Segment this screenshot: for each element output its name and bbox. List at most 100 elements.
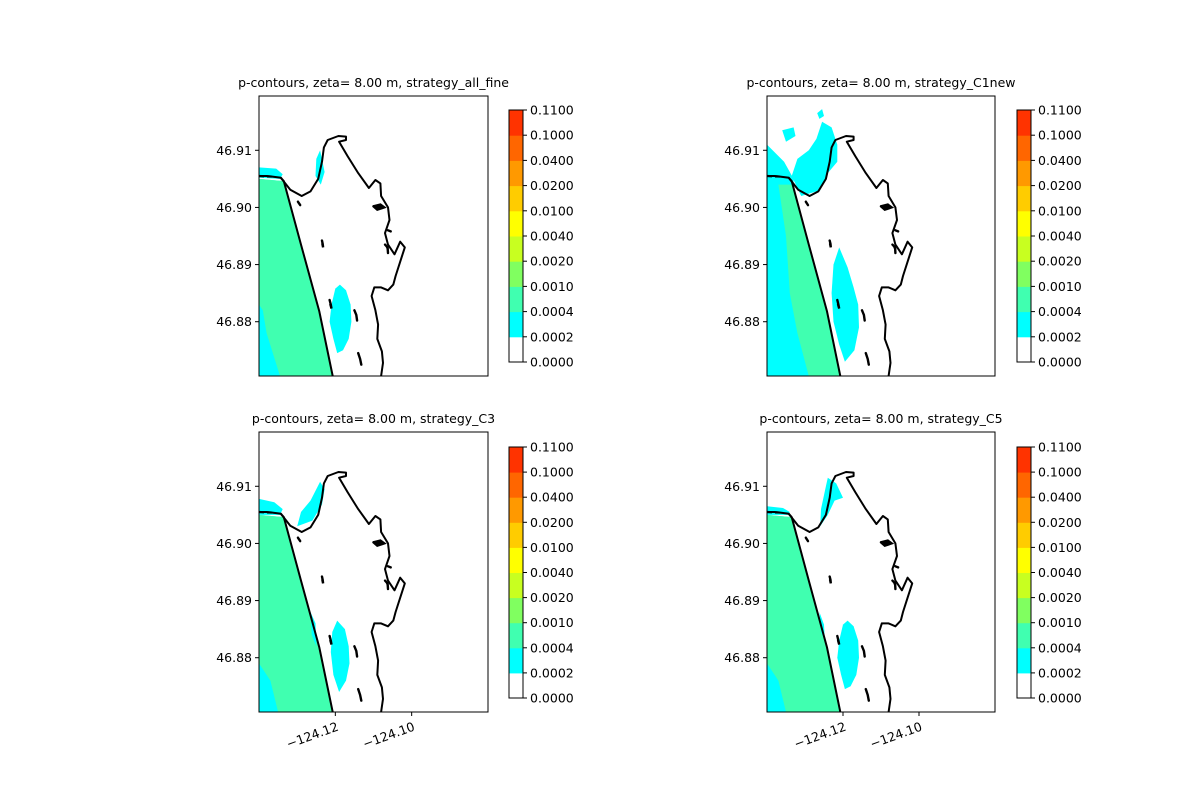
- colorbar-segment: [509, 447, 523, 473]
- colorbar-tick-label: 0.1100: [530, 440, 574, 455]
- contour-region: [259, 514, 333, 712]
- y-tick-label: 46.90: [724, 536, 760, 551]
- colorbar-tick-label: 0.0100: [1038, 203, 1082, 218]
- colorbar-segment: [509, 261, 523, 287]
- colorbar-tick-label: 0.0010: [530, 615, 574, 630]
- panel-C1new: p-contours, zeta= 8.00 m, strategy_C1new…: [724, 75, 1082, 377]
- panel-C5: p-contours, zeta= 8.00 m, strategy_C5 46.…: [724, 411, 1082, 751]
- island: [894, 229, 900, 233]
- contour-region: [259, 178, 333, 376]
- y-tick-label: 46.88: [724, 650, 760, 665]
- colorbar-segment: [1017, 160, 1031, 187]
- contour-region: [778, 184, 841, 376]
- colorbar-tick-label: 0.0200: [1038, 515, 1082, 530]
- island: [891, 243, 897, 255]
- colorbar-segment: [1017, 447, 1031, 473]
- colorbar-segment: [509, 236, 523, 262]
- island: [894, 565, 900, 569]
- colorbar: 0.0000 0.0002 0.0004 0.0010 0.0020 0.0040 0.01…: [508, 440, 574, 706]
- island: [864, 351, 870, 366]
- colorbar-tick-label: 0.0040: [530, 229, 574, 244]
- colorbar-segment: [1017, 547, 1031, 573]
- colorbar-segment: [1017, 522, 1031, 548]
- island: [357, 351, 363, 366]
- colorbar-tick-label: 0.0040: [530, 565, 574, 580]
- colorbar-tick-label: 0.1000: [1038, 465, 1082, 480]
- island: [828, 575, 832, 584]
- island: [804, 200, 810, 207]
- y-tick-label: 46.90: [216, 200, 252, 215]
- y-tick-label: 46.91: [724, 479, 760, 494]
- colorbar-segment: [509, 472, 523, 498]
- colorbar-tick-label: 0.0100: [530, 203, 574, 218]
- panel-title: p-contours, zeta= 8.00 m, strategy_C3: [252, 411, 495, 426]
- island: [879, 203, 895, 212]
- y-tick-label: 46.89: [724, 257, 760, 272]
- contour-region: [329, 284, 352, 354]
- colorbar-segment: [1017, 597, 1031, 624]
- contour-region: [767, 514, 841, 712]
- colorbar-segment: [1017, 236, 1031, 262]
- axes-frame: [766, 431, 996, 713]
- y-tick-label: 46.90: [216, 536, 252, 551]
- contour-region: [817, 109, 824, 119]
- colorbar-tick-label: 0.0002: [1038, 665, 1082, 680]
- colorbar-segment: [1017, 336, 1031, 363]
- colorbar-segment: [1017, 572, 1031, 599]
- colorbar-tick-label: 0.0020: [530, 254, 574, 269]
- island: [891, 579, 897, 591]
- colorbar-segment: [1017, 622, 1031, 649]
- colorbar-tick-label: 0.1000: [1038, 128, 1082, 143]
- colorbar-tick-label: 0.0000: [1038, 355, 1082, 370]
- island: [372, 203, 387, 212]
- colorbar-segment: [509, 597, 523, 624]
- axes-frame: [258, 431, 489, 713]
- y-tick-label: 46.88: [216, 314, 252, 329]
- colorbar-segment: [509, 135, 523, 161]
- island: [879, 539, 895, 548]
- map-area: [767, 109, 914, 376]
- x-tick-label: −124.10: [868, 719, 924, 752]
- colorbar: 0.0000 0.0002 0.0004 0.0010 0.0020 0.0040 0.01…: [1016, 440, 1082, 706]
- colorbar-segment: [1017, 672, 1031, 699]
- colorbar-segment: [509, 286, 523, 313]
- coastline-dashed: [767, 510, 781, 514]
- axes-frame: [766, 95, 996, 377]
- island: [383, 579, 390, 591]
- colorbar-segment: [509, 522, 523, 548]
- colorbar-tick-label: 0.0020: [1038, 590, 1082, 605]
- panel-C3: p-contours, zeta= 8.00 m, strategy_C3 46.…: [216, 411, 574, 751]
- y-tick-label: 46.89: [216, 257, 252, 272]
- island: [828, 239, 832, 248]
- contour-region: [259, 498, 283, 515]
- island: [296, 536, 302, 543]
- colorbar-tick-label: 0.0000: [530, 691, 574, 706]
- colorbar-segment: [509, 622, 523, 649]
- x-tick-label: −124.12: [792, 719, 848, 752]
- colorbar-tick-label: 0.1100: [1038, 103, 1082, 118]
- island: [320, 575, 325, 584]
- colorbar-segment: [1017, 472, 1031, 498]
- colorbar-segment: [1017, 210, 1031, 237]
- colorbar-segment: [509, 160, 523, 187]
- island: [804, 536, 810, 543]
- y-tick-label: 46.88: [724, 314, 760, 329]
- colorbar-tick-label: 0.0100: [530, 540, 574, 555]
- colorbar-tick-label: 0.0400: [1038, 490, 1082, 505]
- colorbar-tick-label: 0.0004: [1038, 640, 1082, 655]
- colorbar-tick-label: 0.0002: [530, 665, 574, 680]
- y-tick-label: 46.89: [216, 593, 252, 608]
- colorbar-tick-label: 0.0004: [530, 304, 574, 319]
- colorbar-tick-label: 0.0004: [1038, 304, 1082, 319]
- island: [320, 239, 325, 248]
- colorbar-tick-label: 0.1100: [1038, 440, 1082, 455]
- colorbar-tick-label: 0.0002: [1038, 329, 1082, 344]
- colorbar-tick-label: 0.0010: [1038, 279, 1082, 294]
- colorbar-tick-label: 0.0200: [1038, 178, 1082, 193]
- panel-title: p-contours, zeta= 8.00 m, strategy_C5: [759, 411, 1002, 426]
- colorbar-segment: [509, 672, 523, 699]
- colorbar-tick-label: 0.0000: [1038, 691, 1082, 706]
- y-tick-label: 46.90: [724, 200, 760, 215]
- island: [864, 687, 870, 702]
